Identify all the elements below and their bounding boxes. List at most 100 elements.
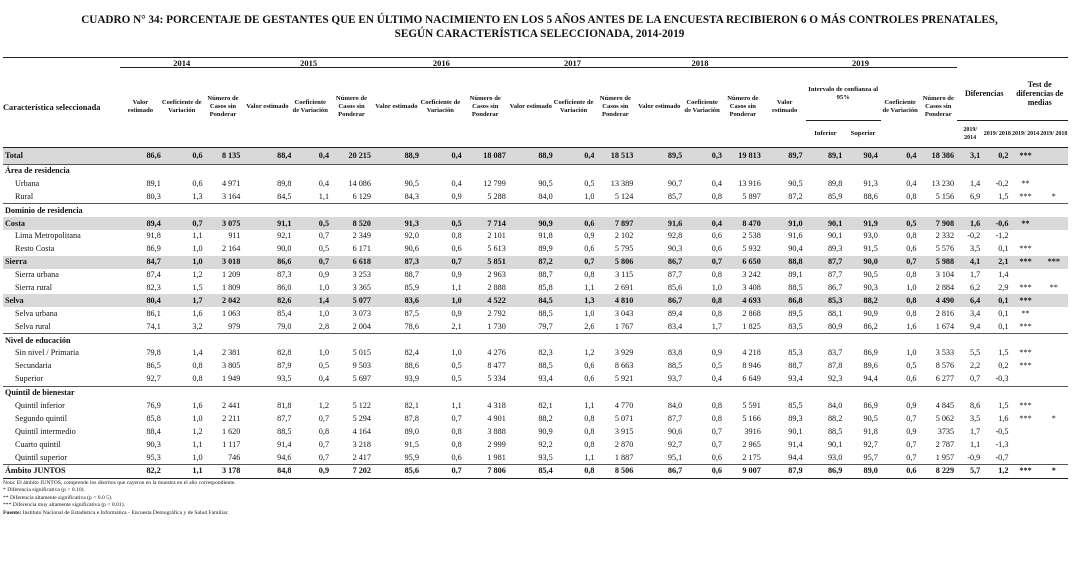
cell: 89,7 (763, 146, 806, 165)
cell: 76,9 (146, 400, 161, 410)
cell: 85,7 (667, 191, 683, 201)
cell: *** (1019, 321, 1032, 331)
cell: 1,0 (192, 244, 203, 254)
cell: 5 015 (352, 348, 371, 358)
cell: 0,8 (711, 270, 722, 280)
cell: 82,8 (277, 348, 292, 358)
cell: 82,1 (404, 400, 419, 410)
cell (1040, 177, 1068, 190)
cell: 0,5 (291, 217, 330, 230)
row-label: Selva rural (15, 321, 51, 331)
table-body: Total 86,6 0,6 8 135 88,4 0,4 20 215 88,9 0,4 18 … (3, 146, 1068, 479)
cell: 0,7 (318, 452, 330, 462)
cell: 89,0 (404, 426, 419, 436)
cell: 0,5 (318, 361, 330, 371)
cell: 3 915 (614, 426, 634, 436)
cell: 4,1 (957, 255, 984, 269)
cell: 1 825 (742, 321, 761, 331)
cell: 1,1 (584, 400, 595, 410)
numero-header: Número de Casos sin Ponderar (599, 95, 631, 119)
cell: 3,4 (969, 308, 981, 318)
cell: 1,0 (451, 348, 462, 358)
coef-header: Coeficiente de Variación (684, 99, 720, 115)
cell (1011, 230, 1039, 243)
row-label: Quintil superior (15, 452, 68, 462)
coef-header: Coeficiente de Variación (553, 99, 594, 115)
cell: 95,1 (667, 452, 683, 462)
cell: 3 178 (202, 463, 244, 479)
cell: 90,5 (863, 270, 878, 280)
cell: 0,8 (318, 426, 330, 436)
cell: *** (1039, 255, 1068, 269)
cell: 4 164 (352, 426, 371, 436)
row-label: Cuarto quintil (15, 439, 61, 449)
inferior-header: Inferior (814, 129, 837, 137)
cell: 6 129 (352, 191, 371, 201)
cell (1040, 425, 1068, 438)
cell: -0,7 (995, 452, 1009, 462)
cell: 0,9 (451, 191, 462, 201)
cell: 2,6 (584, 321, 595, 331)
cell: *** (1019, 413, 1032, 423)
cell: 0,7 (318, 231, 330, 241)
cell: 82,4 (404, 348, 419, 358)
cell: 85,8 (538, 282, 553, 292)
table-row: Quintil intermedio 88,4 1,2 1 620 88,5 0,8 4 1… (3, 425, 1068, 438)
cell: 91,1 (243, 217, 292, 230)
cell: 1,2 (192, 270, 203, 280)
cell: 5,5 (969, 348, 981, 358)
cell: 93,0 (827, 452, 843, 462)
note-line: ** Diferencia altamente significativa (p… (3, 494, 113, 501)
cell: 0,9 (451, 308, 462, 318)
row-label: Rural (15, 191, 34, 201)
cell: 84,0 (827, 400, 843, 410)
cell: 86,0 (277, 282, 292, 292)
cell: 3 115 (615, 270, 634, 280)
cell (1040, 347, 1068, 360)
cell: 91,5 (404, 439, 419, 449)
cell: 88,8 (763, 255, 806, 269)
cell: 0,5 (584, 178, 595, 188)
cell: 3,1 (957, 146, 984, 165)
cell: 1,1 (969, 439, 981, 449)
cell: 88,9 (508, 146, 553, 165)
cell: 1,7 (969, 270, 981, 280)
cell: 0,4 (318, 374, 330, 384)
cell: 89,5 (788, 308, 803, 318)
cell: 84,5 (277, 191, 292, 201)
valor-header: Valor estimado (375, 103, 418, 111)
row-label: Ámbito JUNTOS (3, 463, 121, 479)
cell: 5 806 (594, 255, 637, 269)
cell: 0,6 (584, 374, 595, 384)
cell: 1,2 (584, 348, 595, 358)
cell: 7 908 (919, 217, 958, 230)
cell: 0,4 (711, 178, 722, 188)
cell: 0,6 (584, 244, 595, 254)
cell: 0,4 (318, 178, 330, 188)
cell: 0,7 (318, 439, 330, 449)
cell: 5 156 (935, 191, 955, 201)
cell: 0,8 (192, 374, 203, 384)
cell: 1,2 (192, 426, 203, 436)
cell: 1,6 (192, 308, 203, 318)
cell: 90,4 (788, 244, 803, 254)
cell (1040, 400, 1068, 413)
cell: 8 946 (742, 361, 761, 371)
cell: 92,8 (667, 231, 683, 241)
cell: 0,8 (584, 439, 595, 449)
cell: ** (1021, 308, 1030, 318)
cell: 89,4 (667, 308, 683, 318)
row-label: Resto Costa (15, 244, 55, 254)
cell: 88,5 (538, 308, 553, 318)
cell: 6,2 (969, 282, 981, 292)
cell: 1 887 (614, 452, 634, 462)
cell: -0,5 (995, 426, 1009, 436)
cell: 4 901 (487, 413, 506, 423)
test-2018-header: 2019/ 2018 (1040, 130, 1068, 137)
cell: 0,6 (682, 463, 722, 479)
cell: 8 477 (487, 361, 506, 371)
cell: 2 211 (222, 413, 241, 423)
cell: 86,9 (863, 348, 878, 358)
cell: 0,8 (906, 231, 917, 241)
cell: 1,0 (160, 255, 203, 269)
